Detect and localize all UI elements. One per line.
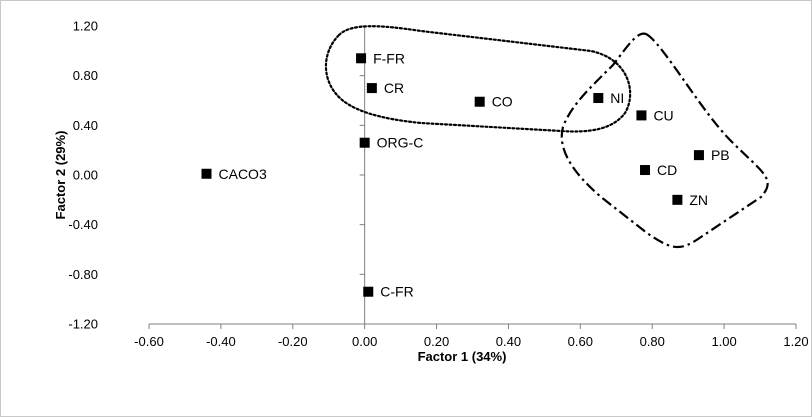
point-label: NI	[610, 90, 624, 106]
y-tick-label: 0.00	[73, 168, 98, 183]
x-tick-label: 0.80	[640, 334, 665, 349]
data-point: F-FR	[356, 50, 405, 66]
y-tick-label: 0.80	[73, 68, 98, 83]
data-point: NI	[593, 90, 624, 106]
point-label: CR	[384, 80, 404, 96]
data-point: C-FR	[363, 284, 414, 300]
x-tick-label: 0.40	[496, 334, 521, 349]
point-label: C-FR	[380, 284, 413, 300]
data-point: CR	[366, 80, 404, 96]
x-tick-label: 0.60	[568, 334, 593, 349]
y-tick-label: -0.80	[68, 267, 98, 282]
x-tick-label: 1.00	[711, 334, 736, 349]
x-tick-label: 0.20	[424, 334, 449, 349]
point-marker	[693, 150, 704, 161]
y-tick-label: 1.20	[73, 19, 98, 34]
data-point: PB	[693, 147, 730, 163]
axes	[148, 25, 797, 329]
point-marker	[474, 96, 485, 107]
data-point: ZN	[672, 192, 708, 208]
data-points: F-FR CR CO NI CU PB CD ZN ORG-C CACO3 C-FR	[201, 50, 730, 300]
point-marker	[593, 93, 604, 104]
y-axis-title: Factor 2 (29%)	[53, 131, 68, 220]
group-outline-dash-dot	[560, 32, 769, 249]
data-point: CU	[636, 107, 674, 123]
group-outline-dotted	[324, 25, 632, 133]
grouping-outlines	[324, 25, 769, 249]
point-marker	[366, 83, 377, 94]
point-label: CACO3	[219, 166, 267, 182]
data-point: ORG-C	[359, 135, 424, 151]
x-tick-label: -0.20	[278, 334, 308, 349]
data-point: CD	[640, 162, 677, 178]
y-tick-label: -1.20	[68, 317, 98, 332]
point-label: ORG-C	[377, 135, 424, 151]
point-marker	[363, 286, 374, 297]
point-label: PB	[711, 147, 730, 163]
data-point: CACO3	[201, 166, 267, 182]
point-marker	[359, 137, 370, 148]
y-tick-label: 0.40	[73, 118, 98, 133]
point-label: CU	[653, 107, 673, 123]
point-marker	[672, 194, 683, 205]
x-tick-label: 1.20	[783, 334, 808, 349]
point-marker	[640, 165, 651, 176]
data-point: CO	[474, 94, 513, 110]
x-tick-label: -0.60	[134, 334, 164, 349]
point-label: CO	[492, 94, 513, 110]
point-label: F-FR	[373, 50, 405, 66]
y-tick-label: -0.40	[68, 217, 98, 232]
point-marker	[636, 110, 647, 121]
tick-labels: -1.20 -0.80 -0.40 0.00 0.40 0.80 1.20 -0.60 -0.4…	[68, 19, 808, 350]
point-label: CD	[657, 162, 677, 178]
x-axis-title: Factor 1 (34%)	[418, 349, 507, 364]
x-tick-label: -0.40	[206, 334, 236, 349]
x-tick-label: 0.00	[352, 334, 377, 349]
point-marker	[201, 168, 212, 179]
point-label: ZN	[689, 192, 708, 208]
point-marker	[356, 53, 367, 64]
